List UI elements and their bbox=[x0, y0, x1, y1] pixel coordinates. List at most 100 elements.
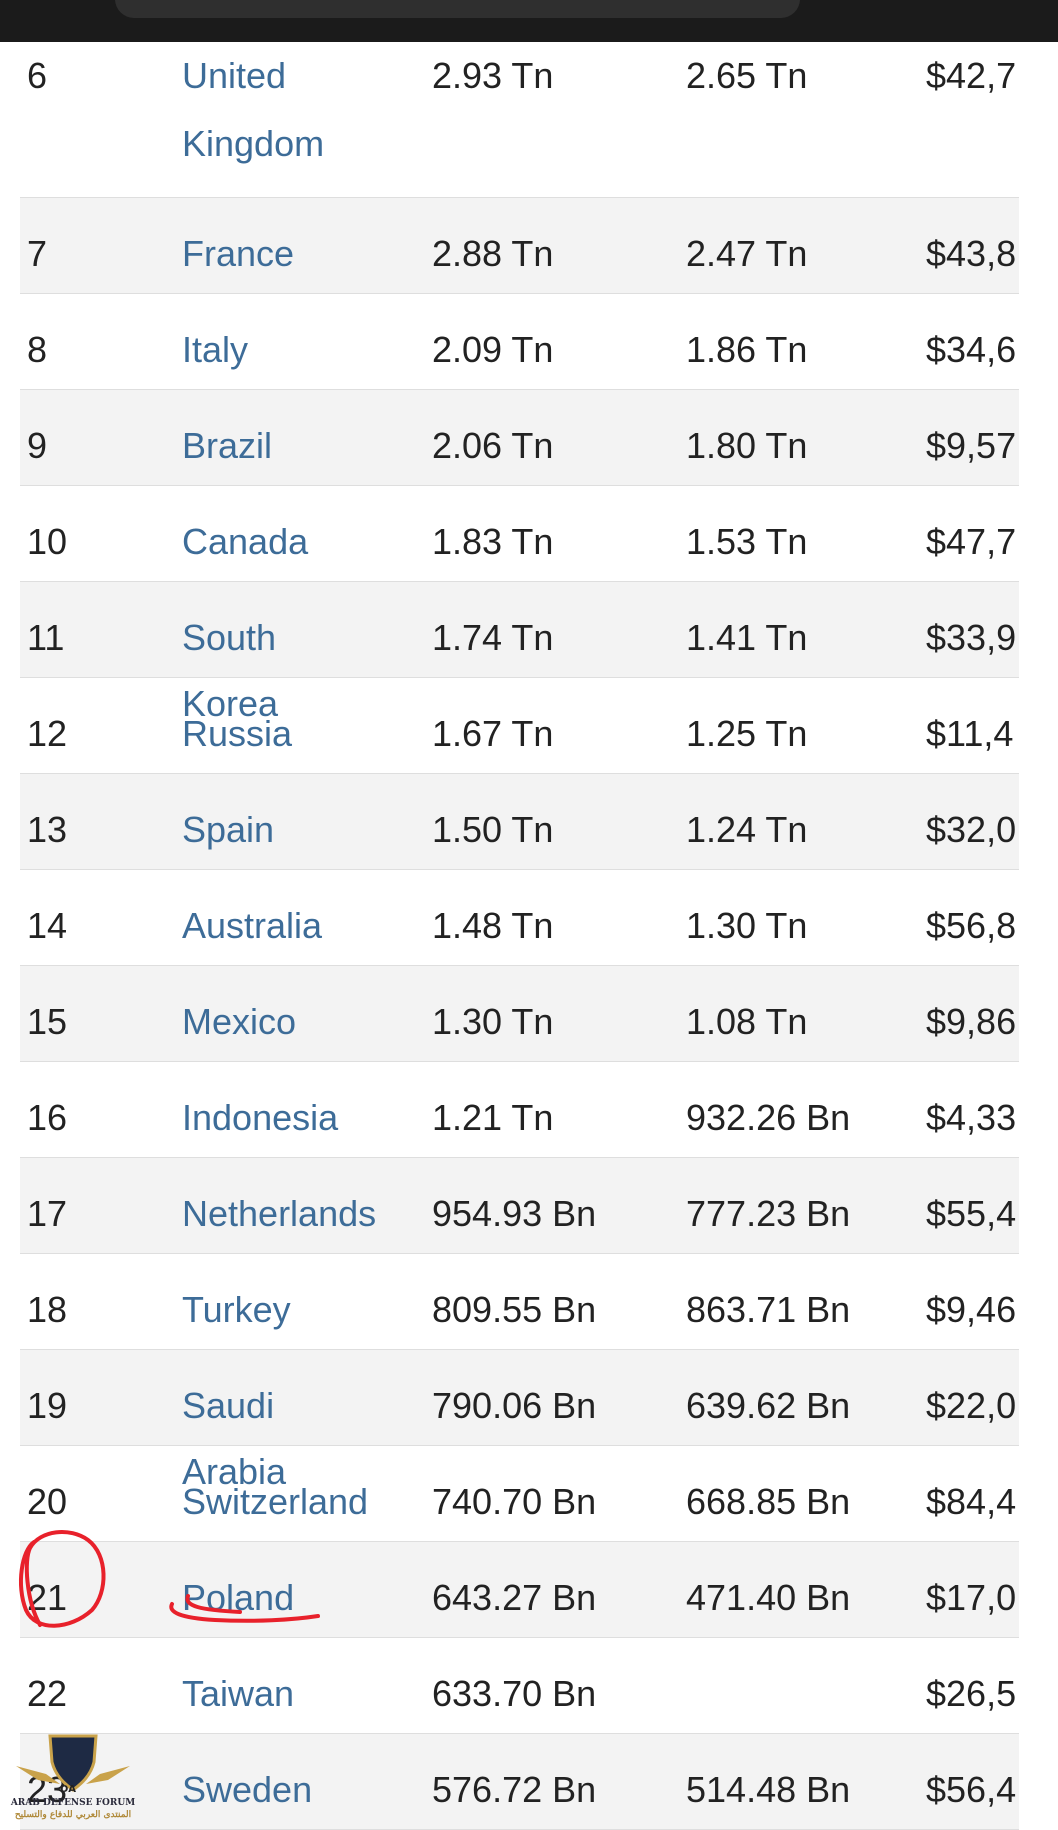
gdp-cell: 1.86 Tn bbox=[686, 329, 808, 370]
eagle-shield-logo-icon bbox=[16, 1734, 130, 1792]
watermark-subtitle: المنتدى العربي للدفاع والتسليح bbox=[14, 1810, 132, 1820]
per-capita-cell: $26,5 bbox=[926, 1673, 1017, 1714]
per-capita-cell: $9,57 bbox=[926, 425, 1017, 466]
forum-watermark-logo: DA ARAB DEFENSE FORUM المنتدى العربي للد… bbox=[8, 1722, 138, 1830]
table-row: 10 Canada 1.83 Tn 1.53 Tn $47,7 bbox=[20, 486, 1019, 582]
per-capita-cell: $34,6 bbox=[926, 329, 1017, 370]
gdp-cell: 1.53 Tn bbox=[686, 521, 808, 562]
gdp-cell: 863.71 Bn bbox=[686, 1289, 851, 1330]
per-capita-cell: $32,0 bbox=[926, 809, 1017, 850]
gdp-cell: 790.06 Bn bbox=[432, 1385, 597, 1426]
gdp-table: 6 United Kingdom 2.93 Tn 2.65 Tn $42,7 7 Franc… bbox=[20, 42, 1019, 1830]
rank-cell: 18 bbox=[27, 1289, 68, 1330]
country-link[interactable]: Sweden bbox=[182, 1769, 313, 1810]
per-capita-cell: $55,4 bbox=[926, 1193, 1017, 1234]
table-row: 7 France 2.88 Tn 2.47 Tn $43,8 bbox=[20, 198, 1019, 294]
table-row: 22 Taiwan 633.70 Bn $26,5 bbox=[20, 1638, 1019, 1734]
browser-top-bar bbox=[0, 0, 1058, 42]
country-link[interactable]: South Korea bbox=[182, 617, 279, 724]
table-row: 23 Sweden 576.72 Bn 514.48 Bn $56,4 bbox=[20, 1734, 1019, 1830]
per-capita-cell: $17,0 bbox=[926, 1577, 1017, 1618]
country-link[interactable]: Mexico bbox=[182, 1001, 297, 1042]
per-capita-cell: $47,7 bbox=[926, 521, 1017, 562]
per-capita-cell: $84,4 bbox=[926, 1481, 1017, 1522]
gdp-cell: 576.72 Bn bbox=[432, 1769, 597, 1810]
rank-cell: 16 bbox=[27, 1097, 68, 1138]
country-link[interactable]: Italy bbox=[182, 329, 249, 370]
country-link[interactable]: United Kingdom bbox=[182, 55, 325, 164]
rank-cell: 13 bbox=[27, 809, 68, 850]
per-capita-cell: $43,8 bbox=[926, 233, 1017, 274]
rank-cell: 7 bbox=[27, 233, 48, 274]
gdp-cell: 2.06 Tn bbox=[432, 425, 554, 466]
gdp-cell: 1.30 Tn bbox=[686, 905, 808, 946]
gdp-cell: 1.25 Tn bbox=[686, 713, 808, 754]
rank-cell: 20 bbox=[27, 1481, 68, 1522]
country-link[interactable]: Russia bbox=[182, 713, 293, 754]
country-link[interactable]: France bbox=[182, 233, 295, 274]
gdp-cell: 932.26 Bn bbox=[686, 1097, 851, 1138]
gdp-cell: 2.93 Tn bbox=[432, 55, 554, 96]
country-link[interactable]: Taiwan bbox=[182, 1673, 295, 1714]
country-link[interactable]: Brazil bbox=[182, 425, 273, 466]
rank-cell: 15 bbox=[27, 1001, 68, 1042]
rank-cell: 22 bbox=[27, 1673, 68, 1714]
rank-cell: 12 bbox=[27, 713, 68, 754]
gdp-cell: 2.47 Tn bbox=[686, 233, 808, 274]
country-link[interactable]: Turkey bbox=[182, 1289, 291, 1330]
per-capita-cell: $11,4 bbox=[926, 713, 1014, 754]
table-row: 17 Netherlands 954.93 Bn 777.23 Bn $55,4 bbox=[20, 1158, 1019, 1254]
country-link[interactable]: Indonesia bbox=[182, 1097, 339, 1138]
table-row: 18 Turkey 809.55 Bn 863.71 Bn $9,46 bbox=[20, 1254, 1019, 1350]
gdp-cell: 1.83 Tn bbox=[432, 521, 554, 562]
gdp-cell: 471.40 Bn bbox=[686, 1577, 851, 1618]
rank-cell: 17 bbox=[27, 1193, 68, 1234]
gdp-cell: 1.80 Tn bbox=[686, 425, 808, 466]
country-link[interactable]: Canada bbox=[182, 521, 309, 562]
table-row: 16 Indonesia 1.21 Tn 932.26 Bn $4,33 bbox=[20, 1062, 1019, 1158]
country-link[interactable]: Australia bbox=[182, 905, 323, 946]
country-link[interactable]: Saudi Arabia bbox=[182, 1385, 287, 1492]
gdp-cell: 1.67 Tn bbox=[432, 713, 554, 754]
gdp-cell: 1.74 Tn bbox=[432, 617, 554, 658]
gdp-cell: 777.23 Bn bbox=[686, 1193, 851, 1234]
rank-cell: 11 bbox=[27, 617, 65, 658]
per-capita-cell: $56,4 bbox=[926, 1769, 1017, 1810]
table-row: 13 Spain 1.50 Tn 1.24 Tn $32,0 bbox=[20, 774, 1019, 870]
table-row: 12 Russia 1.67 Tn 1.25 Tn $11,4 bbox=[20, 678, 1019, 774]
gdp-cell: 2.65 Tn bbox=[686, 55, 808, 96]
gdp-cell: 1.21 Tn bbox=[432, 1097, 554, 1138]
per-capita-cell: $42,7 bbox=[926, 55, 1017, 96]
gdp-cell: 809.55 Bn bbox=[432, 1289, 597, 1330]
country-link[interactable]: Spain bbox=[182, 809, 275, 850]
table-row: 20 Switzerland 740.70 Bn 668.85 Bn $84,4 bbox=[20, 1446, 1019, 1542]
gdp-cell: 954.93 Bn bbox=[432, 1193, 597, 1234]
rank-cell: 9 bbox=[27, 425, 48, 466]
table-row: 11 South Korea 1.74 Tn 1.41 Tn $33,9 bbox=[20, 582, 1019, 724]
rank-cell: 19 bbox=[27, 1385, 68, 1426]
rank-cell: 10 bbox=[27, 521, 68, 562]
gdp-cell: 1.48 Tn bbox=[432, 905, 554, 946]
table-row: 15 Mexico 1.30 Tn 1.08 Tn $9,86 bbox=[20, 966, 1019, 1062]
country-link[interactable]: Poland bbox=[182, 1577, 295, 1618]
gdp-cell: 1.41 Tn bbox=[686, 617, 808, 658]
gdp-cell: 643.27 Bn bbox=[432, 1577, 597, 1618]
table-row: 6 United Kingdom 2.93 Tn 2.65 Tn $42,7 bbox=[20, 42, 1019, 198]
rank-cell: 14 bbox=[27, 905, 68, 946]
gdp-cell: 1.30 Tn bbox=[432, 1001, 554, 1042]
gdp-cell: 1.08 Tn bbox=[686, 1001, 808, 1042]
gdp-cell: 633.70 Bn bbox=[432, 1673, 597, 1714]
per-capita-cell: $33,9 bbox=[926, 617, 1017, 658]
country-link[interactable]: Netherlands bbox=[182, 1193, 377, 1234]
country-link[interactable]: Switzerland bbox=[182, 1481, 369, 1522]
per-capita-cell: $9,46 bbox=[926, 1289, 1017, 1330]
table-row: 21 Poland 643.27 Bn 471.40 Bn $17,0 bbox=[20, 1542, 1019, 1638]
rank-cell: 8 bbox=[27, 329, 48, 370]
gdp-cell: 514.48 Bn bbox=[686, 1769, 851, 1810]
per-capita-cell: $56,8 bbox=[926, 905, 1017, 946]
watermark-name: ARAB DEFENSE FORUM bbox=[10, 1798, 136, 1808]
watermark-abbr: DA bbox=[60, 1784, 77, 1795]
gdp-cell: 2.09 Tn bbox=[432, 329, 554, 370]
table-row: 14 Australia 1.48 Tn 1.30 Tn $56,8 bbox=[20, 870, 1019, 966]
address-bar[interactable] bbox=[115, 0, 800, 18]
